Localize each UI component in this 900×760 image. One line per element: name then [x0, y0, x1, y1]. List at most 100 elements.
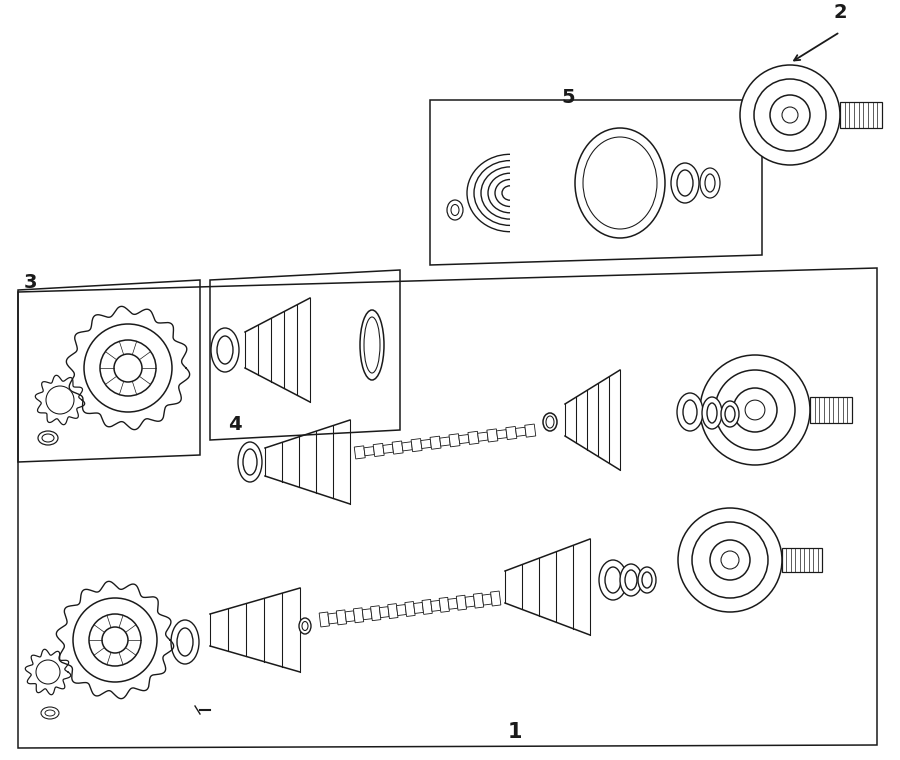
- Circle shape: [84, 324, 172, 412]
- Polygon shape: [337, 610, 347, 625]
- Polygon shape: [354, 608, 364, 622]
- Circle shape: [754, 79, 826, 151]
- Polygon shape: [506, 426, 517, 439]
- Polygon shape: [382, 444, 393, 453]
- Polygon shape: [525, 424, 535, 437]
- Ellipse shape: [177, 628, 193, 656]
- Ellipse shape: [642, 572, 652, 588]
- Polygon shape: [449, 434, 460, 447]
- Circle shape: [100, 340, 156, 396]
- Circle shape: [73, 598, 157, 682]
- Polygon shape: [497, 429, 507, 439]
- Circle shape: [46, 386, 74, 414]
- Ellipse shape: [575, 128, 665, 238]
- Ellipse shape: [721, 401, 739, 427]
- Ellipse shape: [702, 397, 722, 429]
- Ellipse shape: [700, 168, 720, 198]
- Polygon shape: [405, 601, 415, 616]
- Polygon shape: [448, 598, 458, 610]
- Polygon shape: [430, 436, 441, 449]
- Polygon shape: [320, 612, 329, 627]
- Ellipse shape: [620, 564, 642, 596]
- Ellipse shape: [38, 431, 58, 445]
- Polygon shape: [487, 429, 498, 442]
- Polygon shape: [414, 603, 424, 613]
- Circle shape: [740, 65, 840, 165]
- Ellipse shape: [217, 336, 233, 364]
- Circle shape: [89, 614, 141, 666]
- Ellipse shape: [42, 434, 54, 442]
- Bar: [810, 397, 852, 423]
- Circle shape: [678, 508, 782, 612]
- Ellipse shape: [299, 618, 311, 634]
- Ellipse shape: [671, 163, 699, 203]
- Polygon shape: [473, 593, 483, 608]
- Bar: [782, 548, 822, 572]
- Circle shape: [733, 388, 777, 432]
- Polygon shape: [371, 606, 381, 621]
- Circle shape: [745, 400, 765, 420]
- Polygon shape: [363, 609, 372, 619]
- Circle shape: [692, 522, 768, 598]
- Ellipse shape: [543, 413, 557, 431]
- Circle shape: [721, 551, 739, 569]
- Polygon shape: [516, 427, 526, 436]
- Ellipse shape: [41, 707, 59, 719]
- Text: 3: 3: [23, 273, 37, 292]
- Ellipse shape: [546, 416, 554, 428]
- Polygon shape: [459, 435, 469, 444]
- Polygon shape: [402, 442, 412, 451]
- Ellipse shape: [360, 310, 384, 380]
- Ellipse shape: [705, 174, 715, 192]
- Circle shape: [782, 107, 798, 123]
- Polygon shape: [439, 597, 449, 613]
- Ellipse shape: [171, 620, 199, 664]
- Polygon shape: [422, 600, 432, 614]
- Ellipse shape: [638, 567, 656, 593]
- Ellipse shape: [451, 204, 459, 216]
- Text: 4: 4: [229, 415, 242, 434]
- Polygon shape: [411, 439, 422, 451]
- Ellipse shape: [447, 200, 463, 220]
- Ellipse shape: [45, 710, 55, 716]
- Circle shape: [102, 627, 128, 653]
- Ellipse shape: [238, 442, 262, 482]
- Polygon shape: [482, 594, 492, 605]
- Polygon shape: [440, 437, 450, 446]
- Ellipse shape: [707, 403, 717, 423]
- Circle shape: [114, 354, 142, 382]
- Bar: [840, 102, 882, 128]
- Polygon shape: [421, 439, 431, 448]
- Circle shape: [36, 660, 60, 684]
- Ellipse shape: [599, 560, 627, 600]
- Ellipse shape: [683, 400, 697, 424]
- Polygon shape: [380, 606, 389, 618]
- Ellipse shape: [677, 170, 693, 196]
- Circle shape: [715, 370, 795, 450]
- Ellipse shape: [364, 317, 380, 373]
- Ellipse shape: [605, 567, 621, 593]
- Circle shape: [710, 540, 750, 580]
- Polygon shape: [345, 611, 355, 622]
- Polygon shape: [456, 595, 466, 610]
- Polygon shape: [328, 613, 338, 624]
- Polygon shape: [392, 441, 403, 454]
- Text: 1: 1: [508, 722, 522, 742]
- Polygon shape: [355, 446, 365, 459]
- Ellipse shape: [725, 406, 735, 422]
- Ellipse shape: [211, 328, 239, 372]
- Polygon shape: [397, 604, 406, 616]
- Text: 2: 2: [833, 3, 847, 22]
- Circle shape: [700, 355, 810, 465]
- Polygon shape: [468, 432, 479, 445]
- Polygon shape: [431, 600, 441, 611]
- Polygon shape: [465, 596, 475, 607]
- Polygon shape: [491, 591, 500, 606]
- Ellipse shape: [677, 393, 703, 431]
- Ellipse shape: [243, 449, 257, 475]
- Text: 5: 5: [562, 88, 575, 107]
- Ellipse shape: [583, 137, 657, 229]
- Polygon shape: [388, 603, 398, 619]
- Ellipse shape: [302, 622, 308, 631]
- Polygon shape: [364, 447, 374, 456]
